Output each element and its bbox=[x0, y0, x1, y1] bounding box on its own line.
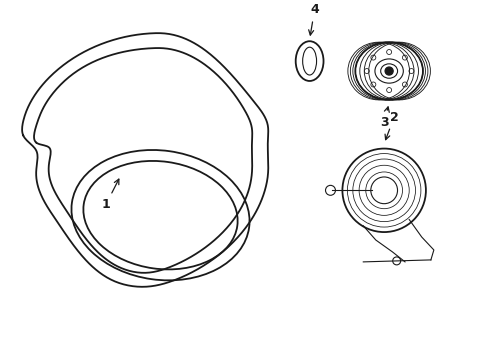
Text: 1: 1 bbox=[101, 179, 119, 211]
Text: 3: 3 bbox=[379, 107, 388, 129]
Text: 4: 4 bbox=[308, 3, 318, 35]
Text: 2: 2 bbox=[384, 111, 398, 140]
Circle shape bbox=[385, 67, 392, 75]
